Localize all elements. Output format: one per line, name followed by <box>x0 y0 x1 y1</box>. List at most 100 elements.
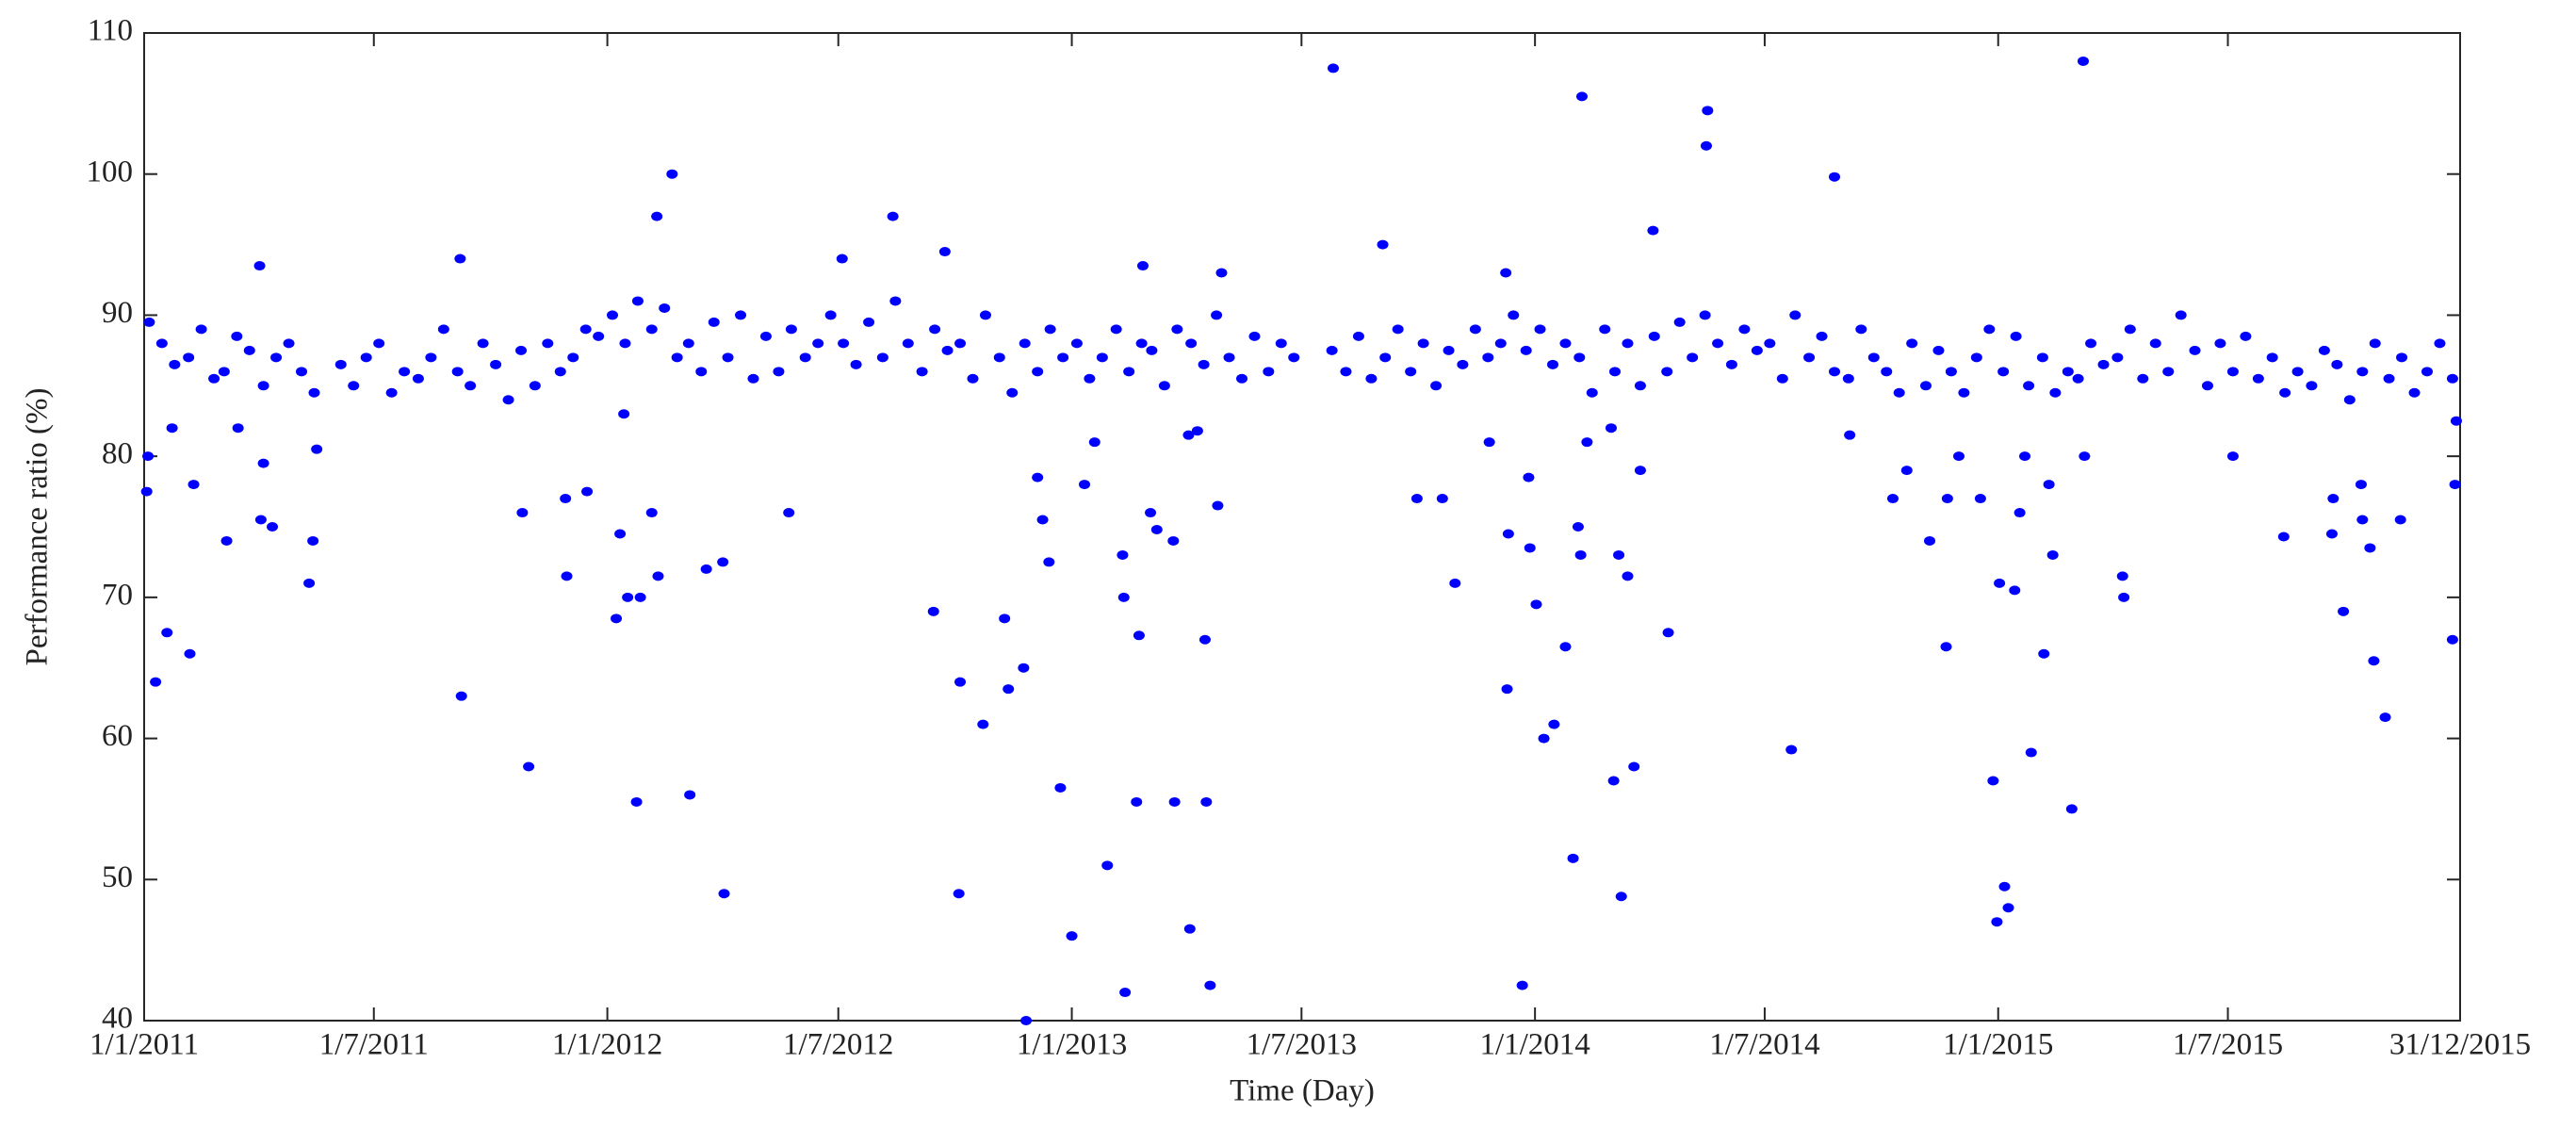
data-point <box>1991 917 2003 927</box>
data-point <box>2079 451 2091 462</box>
data-point <box>561 571 573 581</box>
data-point <box>1997 367 2010 377</box>
data-point <box>1326 345 1338 355</box>
data-point <box>1019 338 1031 349</box>
data-point <box>1482 352 1494 363</box>
data-point <box>2343 395 2356 405</box>
data-point <box>2137 373 2149 384</box>
data-point <box>799 352 811 363</box>
data-point <box>231 331 243 341</box>
data-point <box>267 522 279 532</box>
y-tick-label: 70 <box>102 578 133 612</box>
data-point <box>622 592 634 602</box>
data-point <box>2277 532 2290 542</box>
data-point <box>283 338 295 349</box>
data-point <box>1573 352 1586 363</box>
data-point <box>1547 359 1559 369</box>
data-point <box>1945 367 1957 377</box>
data-point <box>2214 338 2226 349</box>
data-point <box>759 331 772 341</box>
data-point <box>1607 776 1620 786</box>
data-point <box>593 331 605 341</box>
data-point <box>183 352 195 363</box>
data-point <box>902 338 914 349</box>
data-point <box>1881 367 1893 377</box>
data-point <box>1340 367 1352 377</box>
data-point <box>1436 494 1448 504</box>
x-tick-label: 1/7/2013 <box>1247 1028 1357 1062</box>
data-point <box>2062 367 2074 377</box>
data-point <box>1842 373 1854 384</box>
data-point <box>684 790 696 800</box>
x-tick-label: 1/1/2015 <box>1943 1028 2053 1062</box>
data-point <box>2201 381 2213 391</box>
data-point <box>560 494 572 504</box>
data-point <box>838 338 850 349</box>
data-point <box>1036 515 1049 525</box>
data-point <box>1648 331 1660 341</box>
data-point <box>718 889 730 899</box>
y-tick-label: 80 <box>102 437 133 471</box>
data-point <box>722 352 734 363</box>
data-point <box>993 352 1005 363</box>
data-point <box>634 592 646 602</box>
data-point <box>1941 494 1953 504</box>
data-point <box>451 367 464 377</box>
data-point <box>1789 310 1802 320</box>
data-point <box>2356 515 2369 525</box>
data-point <box>270 352 283 363</box>
data-point <box>373 338 385 349</box>
data-point <box>1738 324 1751 335</box>
data-point <box>195 324 207 335</box>
data-point <box>1133 630 1145 641</box>
data-point <box>2318 345 2330 355</box>
data-point <box>1236 373 1248 384</box>
data-point <box>348 381 360 391</box>
data-point <box>579 324 592 335</box>
data-point <box>334 359 347 369</box>
data-point <box>1661 367 1673 377</box>
data-point <box>1712 338 1724 349</box>
data-point <box>1893 387 1905 398</box>
y-tick-label: 60 <box>102 719 133 753</box>
data-point <box>1327 63 1339 74</box>
data-point <box>2338 606 2350 616</box>
data-point <box>1634 466 1646 476</box>
data-point <box>2226 451 2239 462</box>
data-point <box>1523 472 1535 483</box>
data-point <box>1410 494 1423 504</box>
data-point <box>1198 634 1211 645</box>
data-point <box>581 486 594 497</box>
data-point <box>2072 373 2084 384</box>
data-point <box>2189 345 2201 355</box>
data-point <box>1417 338 1429 349</box>
data-point <box>1574 549 1587 560</box>
data-point <box>1168 796 1181 807</box>
data-point <box>1119 988 1132 998</box>
data-point <box>1829 172 1841 182</box>
data-point <box>1605 423 1617 434</box>
data-point <box>2266 352 2278 363</box>
data-point <box>1613 549 1625 560</box>
x-tick-label: 1/7/2012 <box>783 1028 893 1062</box>
data-point <box>1392 324 1404 335</box>
data-point <box>308 387 320 398</box>
data-point <box>1974 494 1986 504</box>
data-point <box>1101 860 1114 871</box>
data-point <box>1662 628 1674 638</box>
data-point <box>1867 352 1880 363</box>
data-point <box>2434 338 2446 349</box>
data-point <box>140 486 153 497</box>
data-point <box>529 381 541 391</box>
data-point <box>220 535 233 546</box>
data-point <box>437 324 449 335</box>
data-point <box>2111 352 2124 363</box>
data-point <box>1212 500 1224 511</box>
data-point <box>1530 599 1542 610</box>
data-point <box>630 796 643 807</box>
data-point <box>2306 381 2318 391</box>
data-point <box>1994 578 2006 588</box>
data-point <box>477 338 489 349</box>
data-point <box>1469 324 1481 335</box>
